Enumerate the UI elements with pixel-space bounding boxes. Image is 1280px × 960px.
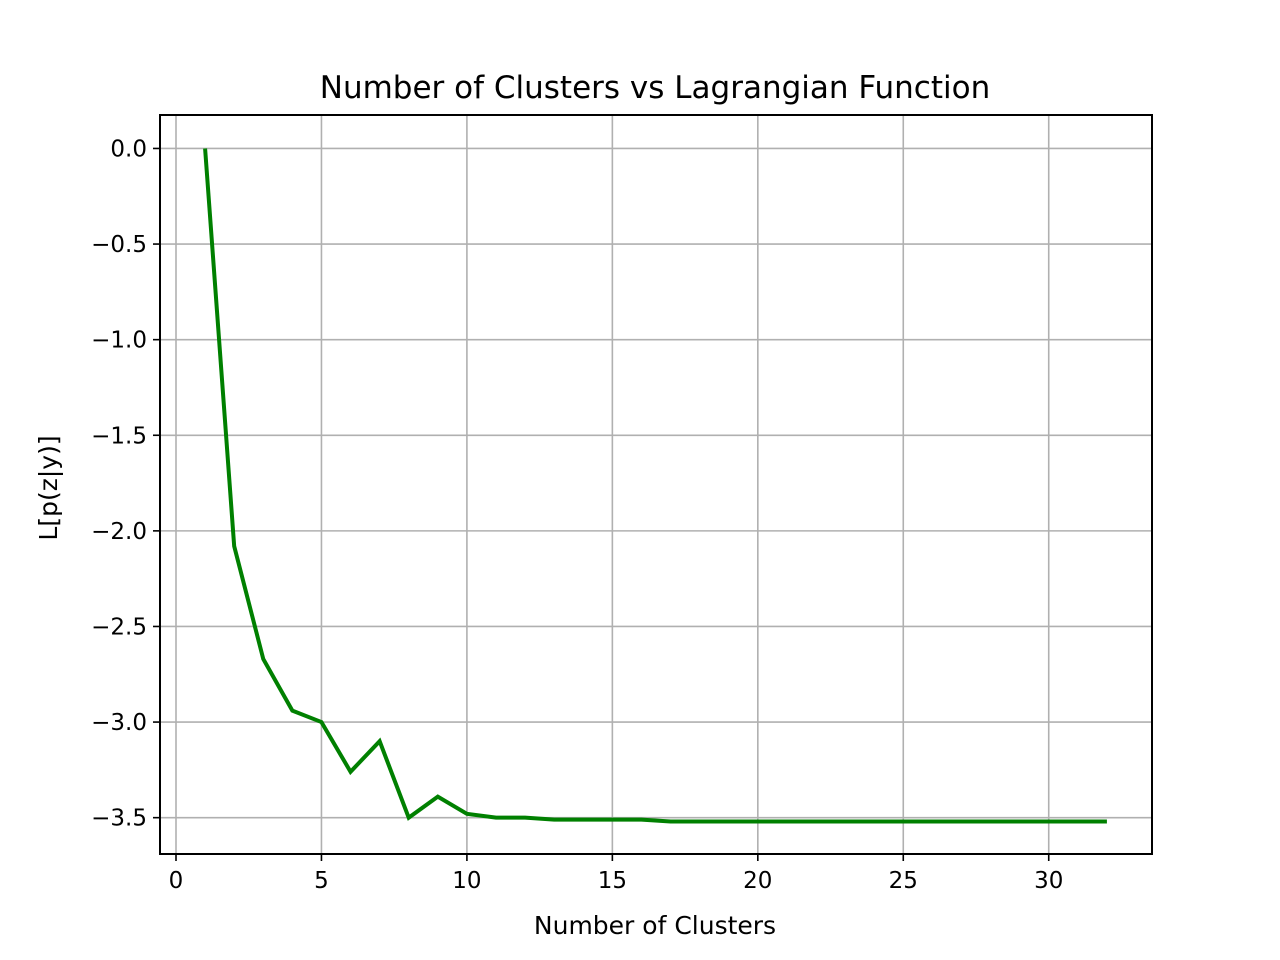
x-axis-label: Number of Clusters bbox=[534, 911, 776, 940]
series-line bbox=[203, 148, 1107, 824]
grid bbox=[160, 115, 1152, 854]
y-tick-label: −2.0 bbox=[91, 519, 147, 545]
y-tick-label: −1.5 bbox=[91, 423, 147, 449]
y-tick-label: −3.0 bbox=[91, 710, 147, 736]
series-layer bbox=[203, 148, 1107, 824]
y-tick-label: −1.0 bbox=[91, 328, 147, 354]
x-tick-label: 20 bbox=[743, 868, 772, 894]
x-tick-label: 10 bbox=[452, 868, 481, 894]
x-tick-label: 15 bbox=[598, 868, 627, 894]
y-axis-label: L[p(z|y)] bbox=[34, 435, 63, 540]
x-tick-label: 5 bbox=[314, 868, 329, 894]
chart-title: Number of Clusters vs Lagrangian Functio… bbox=[320, 70, 990, 106]
x-tick-label: 30 bbox=[1034, 868, 1063, 894]
y-tick-label: −0.5 bbox=[91, 232, 147, 258]
x-tick-label: 25 bbox=[889, 868, 918, 894]
y-axis-ticks: 0.0 −0.5 −1.0 −1.5 −2.0 −2.5 −3.0 −3.5 bbox=[91, 136, 160, 832]
x-axis-ticks: 0 5 10 15 20 25 30 bbox=[169, 854, 1063, 894]
y-tick-label: −3.5 bbox=[91, 806, 147, 832]
y-tick-label: 0.0 bbox=[110, 136, 147, 162]
plot-frame bbox=[159, 114, 1153, 855]
y-tick-label: −2.5 bbox=[91, 614, 147, 640]
x-tick-label: 0 bbox=[169, 868, 184, 894]
